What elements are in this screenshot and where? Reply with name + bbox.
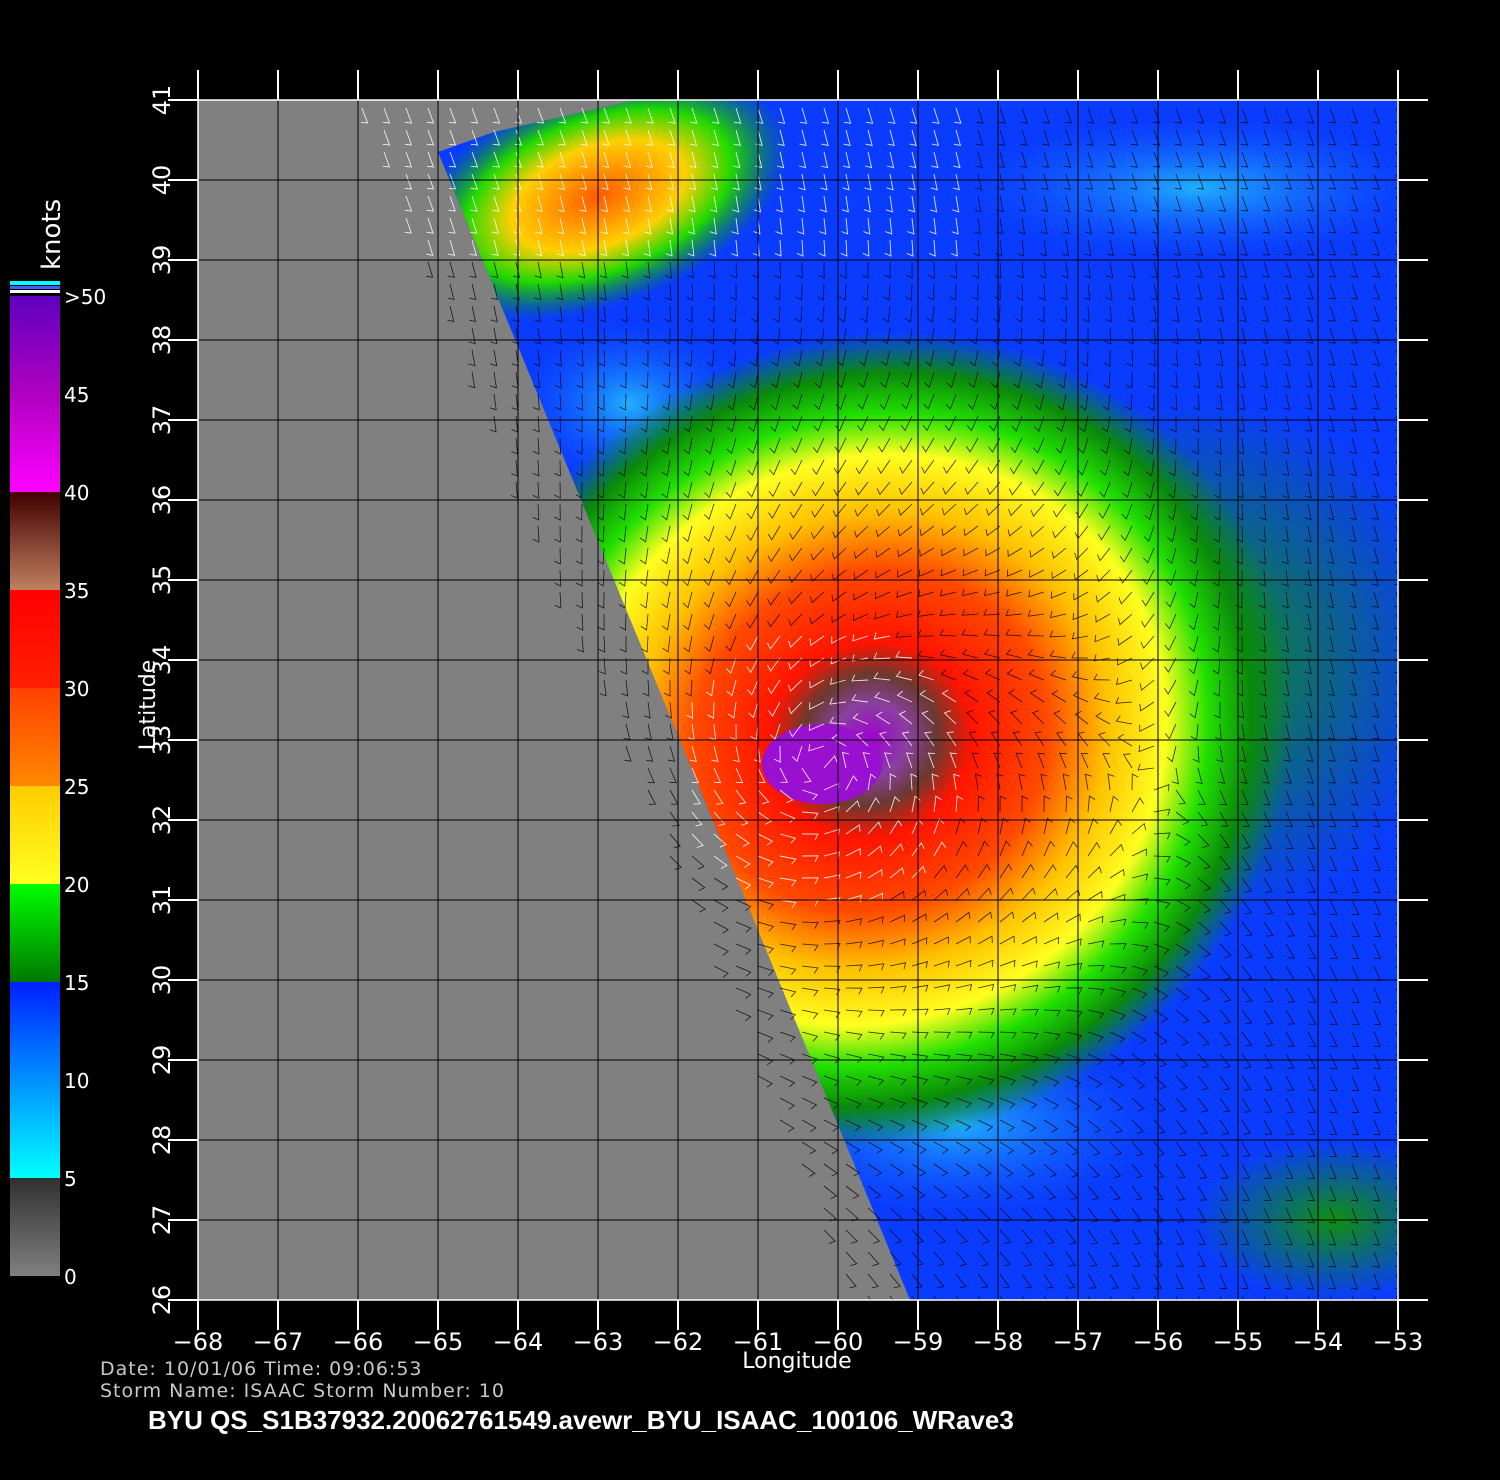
colorbar-cap-white [10, 290, 60, 293]
latitude-tick-label: 28 [148, 1125, 176, 1156]
storm-info-line: Storm Name: ISAAC Storm Number: 10 [100, 1380, 505, 1402]
longitude-tick-label: −58 [973, 1328, 1024, 1356]
latitude-tick-label: 32 [148, 805, 176, 836]
latitude-tick-label: 38 [148, 325, 176, 356]
axis-ticks [168, 70, 1428, 1330]
longitude-tick-labels: −68 −67 −66 −65 −64 −63 −62 −61 −60 −59 −58 −57 −56 −… [173, 1328, 1424, 1356]
colorbar-label: 30 [64, 677, 89, 701]
longitude-tick-label: −62 [653, 1328, 704, 1356]
colorbar-label: 25 [64, 775, 89, 799]
latitude-tick-label: 31 [148, 885, 176, 916]
wind-barbs [360, 107, 1398, 1300]
file-name-line: BYU QS_S1B37932.20062761549.avewr_BYU_IS… [148, 1405, 1014, 1435]
latitude-tick-label: 41 [148, 85, 176, 116]
longitude-tick-label: −54 [1293, 1328, 1344, 1356]
wind-barbs-light [360, 107, 964, 909]
longitude-tick-label: −67 [253, 1328, 304, 1356]
latitude-tick-label: 35 [148, 565, 176, 596]
longitude-tick-label: −68 [173, 1328, 224, 1356]
colorbar-label: 15 [64, 971, 89, 995]
colorbar-label: 0 [64, 1265, 77, 1289]
latitude-tick-label: 30 [148, 965, 176, 996]
colorbar-label: 5 [64, 1167, 77, 1191]
colorbar-cap-blue [10, 286, 60, 289]
longitude-tick-label: −64 [493, 1328, 544, 1356]
calm-patch-north [968, 118, 1398, 258]
colorbar-label: 35 [64, 579, 89, 603]
lat-lon-grid [198, 100, 1398, 1300]
longitude-tick-label: −60 [813, 1328, 864, 1356]
latitude-tick-label: 39 [148, 245, 176, 276]
x-axis-title: Longitude [742, 1349, 851, 1374]
colorbar-label: 45 [64, 383, 89, 407]
colorbar-label: 40 [64, 481, 89, 505]
longitude-tick-label: −66 [333, 1328, 384, 1356]
longitude-tick-label: −56 [1133, 1328, 1184, 1356]
latitude-tick-label: 29 [148, 1045, 176, 1076]
colorbar-scale [10, 296, 60, 1276]
longitude-tick-label: −53 [1373, 1328, 1424, 1356]
wind-barbs-dark [425, 107, 1398, 1300]
date-time-line: Date: 10/01/06 Time: 09:06:53 [100, 1358, 423, 1380]
latitude-tick-label: 36 [148, 485, 176, 516]
colorbar-unit-label: knots [37, 199, 67, 270]
longitude-tick-label: −65 [413, 1328, 464, 1356]
colorbar-label: 20 [64, 873, 89, 897]
longitude-tick-label: −59 [893, 1328, 944, 1356]
colorbar-labels: 0 5 10 15 20 25 30 35 40 45 >50 [64, 285, 106, 1289]
latitude-tick-label: 33 [148, 725, 176, 756]
latitude-tick-label: 37 [148, 405, 176, 436]
colorbar: 0 5 10 15 20 25 30 35 40 45 >50 knots [10, 199, 106, 1289]
longitude-tick-label: −63 [573, 1328, 624, 1356]
colorbar-label: >50 [64, 285, 106, 309]
storm-core-max-wind [762, 724, 882, 804]
latitude-tick-label: 34 [148, 645, 176, 676]
colorbar-cap-cyan [10, 281, 60, 285]
longitude-tick-label: −57 [1053, 1328, 1104, 1356]
longitude-tick-label: −55 [1213, 1328, 1264, 1356]
y-axis-title: Latitude [136, 660, 161, 751]
longitude-tick-label: −61 [733, 1328, 784, 1356]
plot-frame [197, 99, 1399, 1301]
latitude-tick-label: 26 [148, 1285, 176, 1316]
latitude-tick-label: 40 [148, 165, 176, 196]
colorbar-label: 10 [64, 1069, 89, 1093]
latitude-tick-label: 27 [148, 1205, 176, 1236]
latitude-tick-labels: 26 27 28 29 30 31 32 33 34 35 36 37 38 39 40 41 [148, 85, 176, 1316]
